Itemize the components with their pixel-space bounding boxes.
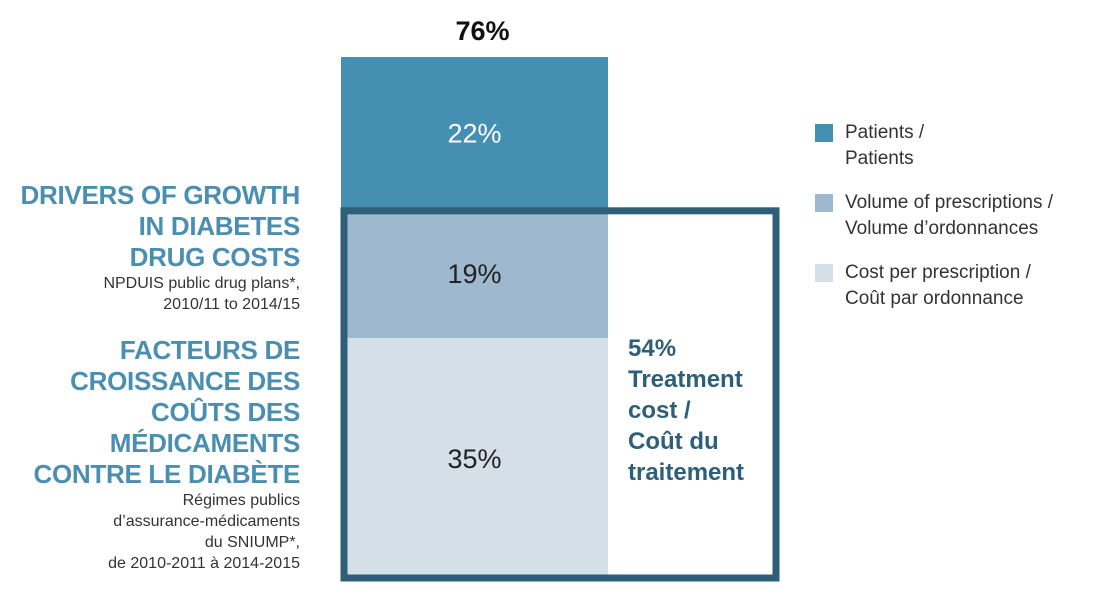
title-en-subtitle: NPDUIS public drug plans*, 2010/11 to 20… (103, 275, 300, 313)
chart-title-en: DRIVERS OF GROWTH IN DIABETES DRUG COSTS… (20, 180, 301, 315)
legend-item-cost: Cost per prescription / Coût par ordonna… (815, 260, 1053, 312)
treatment-cost-bracket (340, 207, 780, 582)
data-label-volume: 19% (447, 259, 501, 289)
legend-swatch-cost (815, 264, 833, 282)
data-label-cost: 35% (447, 444, 501, 474)
legend-item-volume: Volume of prescriptions / Volume d’ordon… (815, 190, 1053, 242)
bracket-label-line-1: 54% (628, 335, 676, 362)
bar-segment-volume (341, 207, 608, 339)
legend: Patients / Patients Volume of prescripti… (815, 120, 1053, 330)
title-en-main: DRIVERS OF GROWTH IN DIABETES DRUG COSTS (20, 180, 301, 272)
legend-label-patients: Patients / Patients (845, 122, 925, 169)
data-label-patients: 22% (447, 118, 501, 148)
bracket-label-line-4: Coût du (628, 428, 719, 455)
chart-title-fr: FACTEURS DE CROISSANCE DES COÛTS DES MÉD… (33, 335, 301, 574)
legend-label-cost: Cost per prescription / Coût par ordonna… (845, 262, 1031, 309)
legend-label-volume: Volume of prescriptions / Volume d’ordon… (845, 192, 1054, 239)
title-fr-subtitle: Régimes publics d’assurance-médicaments … (108, 492, 300, 572)
bar-segment-cost (341, 338, 608, 578)
legend-item-patients: Patients / Patients (815, 120, 1053, 172)
bracket-label-line-3: cost / (628, 397, 691, 424)
legend-swatch-patients (815, 124, 833, 142)
bracket-label-line-5: traitement (628, 459, 744, 486)
title-fr-main: FACTEURS DE CROISSANCE DES COÛTS DES MÉD… (33, 335, 301, 489)
legend-swatch-volume (815, 194, 833, 212)
total-label: 76% (455, 16, 509, 46)
bracket-label-line-2: Treatment (628, 366, 743, 393)
bar-segment-patients (341, 57, 608, 208)
